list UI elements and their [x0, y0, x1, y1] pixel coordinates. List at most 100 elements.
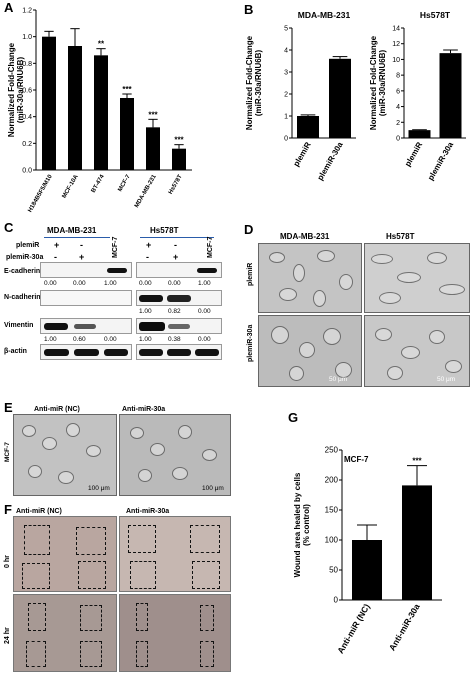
panel-label-e: E: [4, 400, 13, 415]
ecad-value: 1.00: [198, 280, 211, 287]
bar: [172, 148, 186, 170]
chart-title: MDA-MB-231: [298, 10, 351, 20]
row-label: plemiR: [247, 262, 254, 286]
sign: +: [79, 252, 85, 262]
sign: -: [54, 252, 57, 262]
panel-label-d: D: [244, 222, 254, 237]
blot-vimentin-right: [136, 318, 222, 334]
wound-image: [13, 516, 117, 592]
panel-label-b: B: [244, 2, 254, 17]
column-label: Anti-miR-30a: [126, 508, 170, 515]
row-label-plemir: plemiR: [16, 242, 40, 249]
x-category-label: MDA-MB-231: [134, 173, 158, 209]
y-tick-label: 0.2: [22, 141, 32, 148]
panel-label-g: G: [288, 410, 299, 425]
vim-value: 0.60: [73, 336, 86, 343]
chart-title: MCF-7: [344, 455, 369, 464]
y-axis-label: Normalized Fold-Change: [245, 35, 254, 130]
blot-vimentin-left: [40, 318, 132, 334]
significance-label: **: [98, 40, 105, 49]
y-axis-label: (miR-30a/RNU6B): [16, 57, 25, 124]
significance-label: ***: [412, 457, 422, 466]
column-label: Anti-miR (NC): [34, 406, 80, 413]
micrograph: [364, 243, 470, 313]
ecad-value: 0.00: [44, 280, 57, 287]
blot-ecadherin-right: [136, 262, 222, 278]
y-tick-label: 1.0: [22, 34, 32, 41]
cell-line-label: MDA-MB-231: [47, 226, 97, 235]
y-tick-label: 0.4: [22, 114, 32, 121]
ncad-value: 1.00: [139, 308, 152, 315]
bar: [408, 130, 431, 138]
y-tick-label: 14: [392, 26, 400, 33]
scale-bar-text: 100 μm: [202, 485, 224, 492]
bar: [68, 46, 82, 170]
row-label-plemir30a: plemiR-30a: [6, 254, 44, 261]
y-tick-label: 200: [325, 476, 339, 485]
column-label: Anti-miR (NC): [16, 508, 62, 515]
vim-value: 0.00: [104, 336, 117, 343]
mcf7-label: MCF-7: [112, 236, 119, 258]
y-axis-label: (miR-30a/RNU6B): [378, 50, 387, 117]
y-axis-label: Normalized Fold-Change: [7, 42, 16, 137]
x-category-label: BT-474: [91, 173, 106, 194]
y-axis-label: Normalized Fold-Change: [369, 35, 378, 130]
x-category-label: plemiR: [403, 140, 424, 168]
y-tick-label: 0.8: [22, 61, 32, 68]
protein-label: N-cadherin: [4, 294, 41, 301]
bar: [94, 55, 108, 171]
x-category-label: Anti-miR-30a: [387, 602, 422, 653]
scale-bar-text: 50 μm: [329, 376, 348, 383]
y-tick-label: 150: [325, 506, 339, 515]
row-label: 0 hr: [4, 555, 11, 568]
bar: [329, 58, 351, 138]
ecad-value: 0.00: [139, 280, 152, 287]
y-tick-label: 1.2: [22, 8, 32, 15]
column-label: Anti-miR-30a: [122, 406, 166, 413]
vim-value: 1.00: [139, 336, 152, 343]
panel-label-f: F: [4, 502, 12, 517]
ecad-value: 0.00: [73, 280, 86, 287]
sign: -: [174, 240, 177, 250]
y-tick-label: 0: [396, 136, 400, 143]
micrograph: 100 μm: [13, 414, 117, 496]
vim-value: 1.00: [44, 336, 57, 343]
blot-bactin-left: [40, 344, 132, 360]
row-label: plemiR-30a: [247, 324, 254, 362]
y-tick-label: 10: [392, 57, 400, 64]
ncad-value: 0.82: [168, 308, 181, 315]
x-category-label: plemiR-30a: [426, 140, 455, 182]
cell-line-label: Hs578T: [150, 226, 179, 235]
sign: -: [146, 252, 149, 262]
bar: [120, 98, 134, 170]
ncad-value: 0.00: [198, 308, 211, 315]
significance-label: ***: [174, 136, 184, 145]
y-tick-label: 0: [284, 136, 288, 143]
x-category-label: plemiR-30a: [316, 140, 345, 182]
wound-image: [119, 594, 231, 672]
micrograph: 100 μm: [119, 414, 231, 496]
protein-label: Vimentin: [4, 322, 34, 329]
y-tick-label: 3: [284, 70, 288, 77]
column-label: MDA-MB-231: [280, 232, 330, 241]
y-axis-label: (miR-30a/RNU6B): [254, 50, 263, 117]
chart-title: Hs578T: [420, 10, 451, 20]
y-tick-label: 0.0: [22, 168, 32, 175]
x-category-label: H184B5F5/M10: [27, 173, 54, 213]
y-tick-label: 0: [334, 596, 339, 605]
protein-label: E-cadherin: [4, 268, 41, 275]
y-tick-label: 250: [325, 446, 339, 455]
blot-ncadherin-left: [40, 290, 132, 306]
blot-ecadherin-left: [40, 262, 132, 278]
wound-image: [119, 516, 231, 592]
x-category-label: Hs578T: [168, 174, 184, 196]
panel-label-a: A: [4, 0, 14, 15]
blot-bactin-right: [136, 344, 222, 360]
bar: [402, 485, 432, 600]
x-category-label: plemiR: [292, 140, 313, 168]
y-tick-label: 4: [396, 104, 400, 111]
significance-label: ***: [122, 85, 132, 94]
y-tick-label: 6: [396, 88, 400, 95]
cell-line-underline: [44, 237, 110, 238]
